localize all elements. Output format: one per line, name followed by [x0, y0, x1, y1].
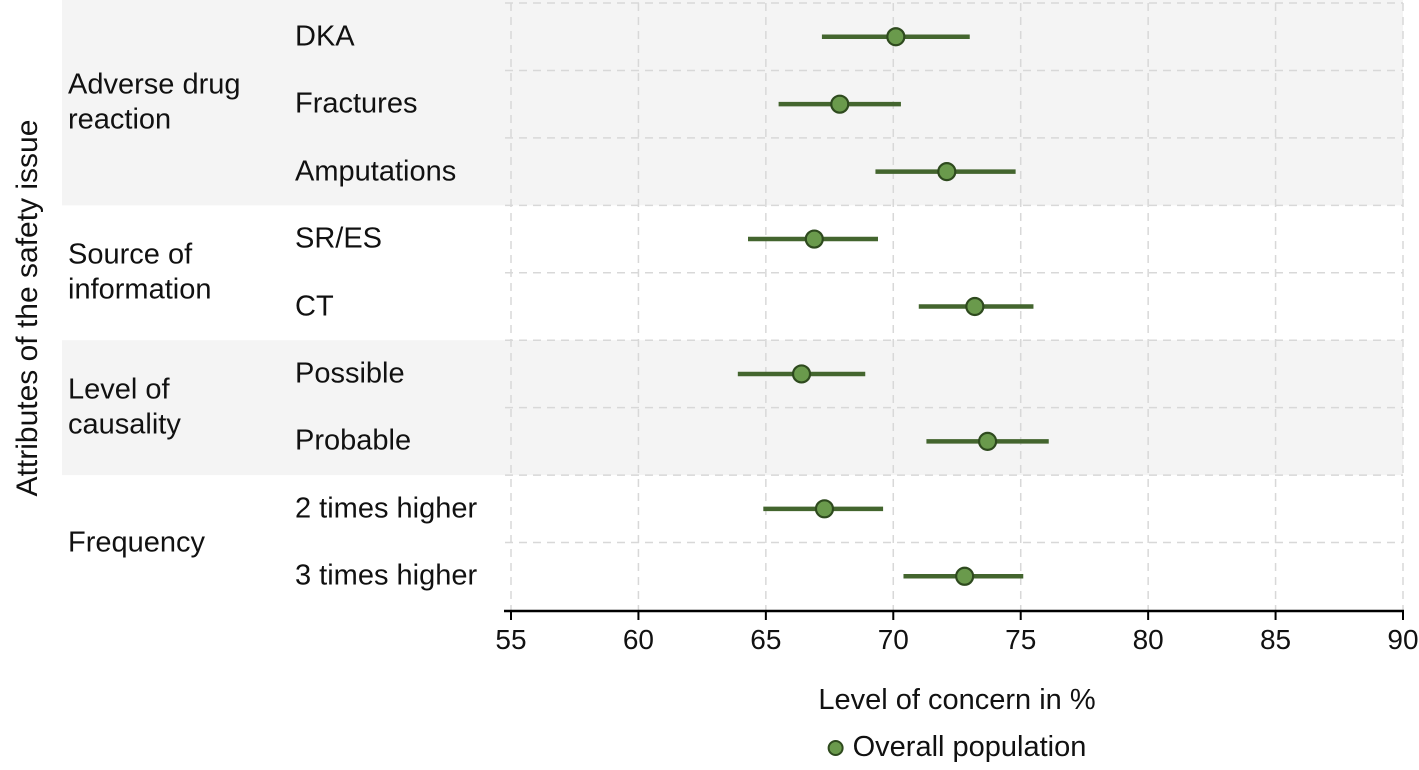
group-band: [62, 0, 1403, 206]
data-point: [965, 296, 985, 317]
x-tick-label: 85: [1259, 624, 1292, 655]
group-label-3: Frequency: [68, 525, 206, 558]
data-point: [977, 431, 998, 451]
x-tick-label: 70: [877, 624, 909, 655]
group-label-0: Adverse drug reaction: [68, 68, 241, 136]
legend-marker-icon: [827, 739, 844, 756]
item-label: 3 times higher: [295, 559, 478, 592]
legend: Overall population: [827, 731, 1087, 764]
group-label-2: Level of causality: [68, 373, 181, 441]
item-label: Amputations: [295, 155, 457, 188]
item-label: Fractures: [295, 87, 418, 120]
x-tick-label: 90: [1387, 624, 1419, 655]
data-point: [937, 162, 957, 182]
item-label: CT: [295, 290, 334, 322]
data-point: [955, 566, 975, 586]
data-point: [804, 229, 824, 249]
x-tick-label: 60: [622, 624, 654, 655]
item-label: DKA: [295, 20, 355, 53]
x-tick-label: 65: [750, 624, 782, 655]
x-tick-label: 75: [1005, 624, 1037, 655]
x-axis-title: Level of concern in %: [818, 684, 1096, 716]
item-label: Possible: [295, 357, 405, 390]
data-point: [814, 499, 835, 519]
data-point: [791, 364, 812, 384]
group-label-1: Source of information: [68, 238, 212, 306]
data-point: [830, 94, 850, 114]
item-label: Probable: [295, 424, 412, 457]
item-label: 2 times higher: [295, 492, 478, 525]
x-tick-label: 55: [495, 624, 527, 655]
legend-label: Overall population: [852, 731, 1087, 763]
x-tick-label: 80: [1132, 624, 1164, 655]
y-axis-title: Attributes of the safety issue: [11, 119, 44, 497]
data-point: [886, 27, 906, 47]
item-label: SR/ES: [295, 222, 383, 255]
